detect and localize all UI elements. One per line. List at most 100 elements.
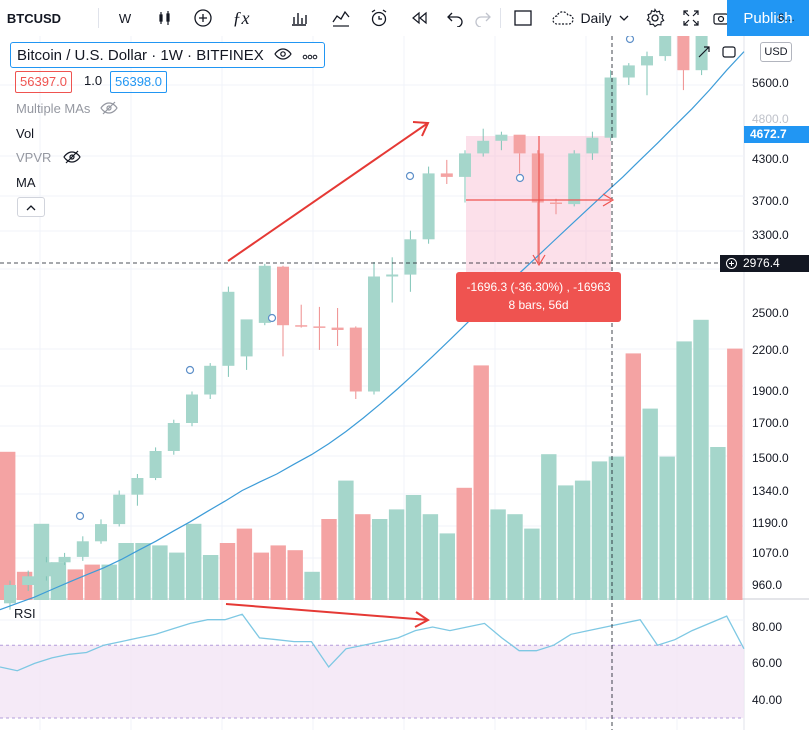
fullscreen-icon[interactable] [676, 0, 706, 36]
buy-price[interactable]: 56398.0 [110, 71, 167, 93]
trend-arrow-rsi-head [414, 611, 430, 628]
measure-change: -1696.3 (-36.30%) , -16963 [466, 280, 611, 294]
chart-type-label[interactable]: Daily [580, 10, 612, 26]
volume-bar [625, 353, 641, 600]
price-tick-partial: 4800.0 [752, 112, 789, 126]
price-tick: 2200.0 [752, 343, 789, 357]
candle-body [331, 327, 344, 330]
volume-bars [0, 319, 743, 600]
candle-body [258, 265, 271, 323]
indicator-vol[interactable]: Vol [16, 126, 35, 141]
volume-bar [152, 545, 168, 600]
volume-bar [304, 571, 320, 600]
sell-price[interactable]: 56397.0 [15, 71, 72, 93]
indicators-icon[interactable]: ƒx [232, 7, 250, 28]
candle-body [568, 153, 581, 205]
data-marker [75, 511, 85, 521]
candle-body [58, 556, 71, 563]
cursor-price: 2976.4 [743, 256, 780, 270]
cursor-price-tag: 2976.4 [720, 255, 809, 272]
rsi-tick: 80.00 [752, 620, 783, 634]
settings-icon[interactable] [640, 0, 670, 36]
alert-icon[interactable] [326, 0, 356, 36]
data-marker [625, 36, 635, 44]
chart-canvas[interactable] [0, 36, 809, 730]
scale-toggle-icon[interactable] [722, 45, 736, 64]
spread-value: 1.0 [84, 73, 103, 88]
indicator-label: VPVR [16, 150, 52, 165]
volume-bar [219, 543, 236, 600]
rectangle-icon[interactable] [508, 0, 538, 36]
measure-arrow-down [532, 254, 546, 267]
volume-bar [591, 461, 608, 600]
candle-body [622, 65, 635, 78]
indicator-multiple-mas[interactable]: Multiple MAs [16, 101, 118, 116]
rsi-series-line [0, 613, 745, 672]
cloud-icon[interactable] [548, 0, 578, 36]
volume-bar [186, 523, 202, 600]
candle-body [586, 137, 599, 154]
redo-icon[interactable] [468, 0, 498, 36]
volume-bar [287, 550, 303, 600]
indicator-label: Multiple MAs [16, 101, 91, 116]
volume-bar [253, 552, 269, 600]
volume-bar [67, 569, 83, 600]
candles [4, 36, 708, 610]
price-tick: 1070.0 [752, 546, 789, 560]
symbol-legend[interactable]: Bitcoin / U.S. Dollar · 1W · BITFINEX [10, 42, 325, 68]
volume-bar [541, 454, 557, 600]
eye-off-icon[interactable] [63, 150, 81, 164]
candle-body [277, 266, 289, 326]
volume-bar [524, 528, 540, 600]
symbol-search[interactable]: BTCUSD [6, 10, 62, 26]
rsi-tick: 60.00 [752, 656, 783, 670]
interval-button[interactable]: W [118, 10, 132, 26]
volume-bar [507, 514, 523, 600]
candle-body [349, 327, 362, 392]
eye-off-icon[interactable] [100, 101, 118, 115]
expand-icon[interactable] [697, 45, 711, 64]
top-toolbar: BTCUSD W ƒx Daily Publish [0, 0, 809, 37]
replay-icon[interactable] [404, 0, 434, 36]
undo-icon[interactable] [440, 0, 470, 36]
candle-body [368, 276, 380, 392]
ma-line [0, 51, 745, 611]
currency-button[interactable]: USD [760, 42, 792, 62]
rsi-tick: 40.00 [752, 693, 783, 707]
volume-bar [558, 485, 574, 600]
publish-button[interactable]: Publish [727, 0, 809, 36]
volume-bar [642, 408, 658, 600]
chevron-down-icon[interactable] [616, 0, 632, 36]
bar-style-icon[interactable] [150, 0, 180, 36]
price-tick: 3700.0 [752, 194, 789, 208]
collapse-legend-button[interactable] [17, 197, 45, 217]
measure-bars: 8 bars, 56d [508, 298, 569, 312]
candle-body [149, 451, 162, 478]
volume-bar [405, 495, 422, 600]
candle-body [604, 77, 617, 138]
more-icon[interactable] [302, 48, 318, 63]
eye-icon[interactable] [274, 47, 292, 63]
data-marker [185, 365, 195, 375]
volume-bar [355, 514, 371, 600]
volume-bar [710, 447, 726, 600]
candle-body [459, 153, 471, 177]
volume-bar [574, 480, 591, 600]
volume-bar [0, 451, 16, 600]
volume-bar [608, 456, 625, 600]
volume-bar [33, 523, 50, 600]
indicator-vpvr[interactable]: VPVR [16, 150, 81, 165]
templates-icon[interactable] [284, 0, 314, 36]
volume-bar [659, 456, 675, 600]
indicator-ma[interactable]: MA [16, 175, 36, 190]
volume-bar [321, 519, 337, 600]
candle-body [404, 239, 417, 275]
plus-icon[interactable] [726, 258, 737, 269]
add-compare-icon[interactable] [188, 0, 218, 36]
alarm-clock-icon[interactable] [364, 0, 394, 36]
price-tick: 4300.0 [752, 152, 789, 166]
volume-bar [473, 365, 489, 600]
candle-body [204, 365, 217, 395]
toolbar-divider [500, 8, 501, 28]
volume-bar [270, 545, 286, 600]
